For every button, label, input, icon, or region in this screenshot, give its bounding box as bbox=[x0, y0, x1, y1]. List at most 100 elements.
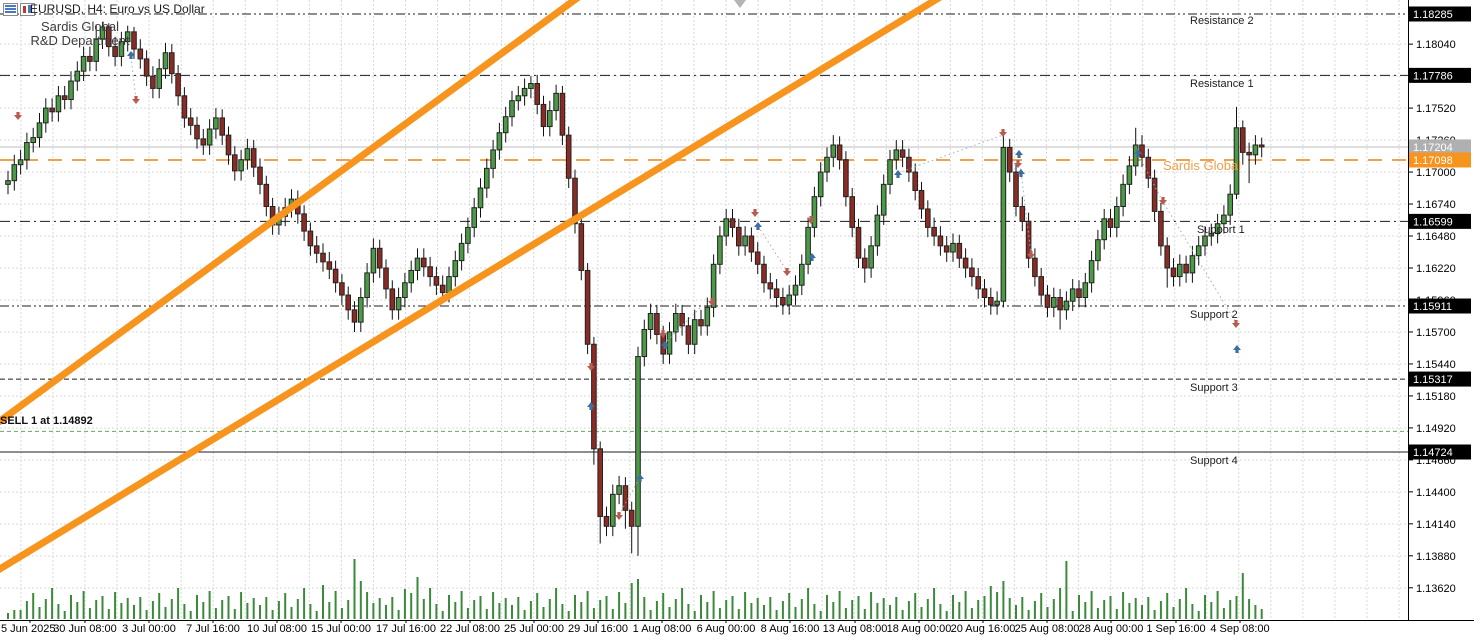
trend-line-1[interactable] bbox=[0, 0, 595, 432]
candle-body bbox=[975, 276, 982, 290]
chart-profile-icon[interactable] bbox=[20, 3, 35, 16]
trade-connector-line bbox=[897, 134, 1004, 174]
candle-body bbox=[817, 171, 824, 198]
price-tick-label: 1.13620 bbox=[1416, 583, 1456, 595]
trend-line-2[interactable] bbox=[0, 0, 960, 578]
sell-arrow-icon[interactable] bbox=[1232, 320, 1240, 328]
price-tick-label: 1.13880 bbox=[1416, 551, 1456, 563]
candle-body bbox=[969, 267, 975, 278]
sell-arrow-icon[interactable] bbox=[132, 96, 140, 104]
candle-body bbox=[225, 134, 232, 156]
candle-body bbox=[80, 55, 87, 72]
price-label-box bbox=[1409, 298, 1471, 314]
candle-body bbox=[698, 319, 704, 327]
price-label-box bbox=[1409, 6, 1471, 22]
candle-body bbox=[238, 159, 244, 172]
candle-body bbox=[673, 313, 679, 333]
candle-body bbox=[1246, 151, 1252, 156]
price-label-box bbox=[1409, 152, 1471, 168]
candle-body bbox=[899, 149, 906, 158]
sell-arrow-icon[interactable] bbox=[587, 363, 595, 371]
buy-arrow-icon[interactable] bbox=[754, 222, 762, 230]
candle-body bbox=[679, 313, 685, 327]
time-tick-label: 17 Jul 16:00 bbox=[376, 623, 436, 635]
price-tick-label: 1.16480 bbox=[1416, 231, 1456, 243]
time-tick-label: 22 Jul 08:00 bbox=[440, 623, 500, 635]
sell-arrow-icon[interactable] bbox=[1014, 160, 1022, 168]
candle-body bbox=[767, 282, 774, 290]
candle-body bbox=[1095, 239, 1101, 262]
price-tick-label: 1.14140 bbox=[1416, 519, 1456, 531]
object-anchor-triangle-icon[interactable] bbox=[734, 0, 746, 8]
candle-body bbox=[1088, 260, 1095, 284]
candle-body bbox=[572, 177, 578, 225]
buy-arrow-icon[interactable] bbox=[127, 51, 135, 59]
trade-connector-line bbox=[618, 476, 641, 516]
sell-arrow-icon[interactable] bbox=[14, 112, 22, 120]
candle-body bbox=[792, 284, 799, 296]
sell-arrow-icon[interactable] bbox=[615, 512, 623, 520]
candle-body bbox=[836, 144, 843, 161]
buy-arrow-icon[interactable] bbox=[1233, 345, 1241, 353]
price-label-box-text: 1.17098 bbox=[1413, 155, 1453, 167]
candle-body bbox=[162, 52, 169, 70]
candle-body bbox=[597, 448, 604, 517]
price-label-box-text: 1.16599 bbox=[1413, 216, 1453, 228]
sell-arrow-icon[interactable] bbox=[1159, 197, 1167, 205]
support-3-label: Support 3 bbox=[1190, 382, 1238, 394]
sell-arrow-icon[interactable] bbox=[751, 209, 759, 217]
candle-body bbox=[578, 223, 585, 271]
buy-arrow-icon[interactable] bbox=[1134, 149, 1142, 157]
candle-body bbox=[175, 73, 181, 97]
candle-body bbox=[1258, 144, 1265, 148]
buy-arrow-icon[interactable] bbox=[808, 253, 816, 261]
sell-arrow-icon[interactable] bbox=[659, 330, 667, 338]
resistance-2-label: Resistance 2 bbox=[1190, 15, 1254, 27]
candle-body bbox=[1044, 294, 1051, 308]
trade-connector-line bbox=[130, 56, 137, 100]
price-tick-label: 1.18040 bbox=[1416, 39, 1456, 51]
sell-arrow-icon[interactable] bbox=[1027, 251, 1035, 259]
candle-body bbox=[1214, 223, 1221, 235]
trade-connector-line bbox=[1018, 154, 1032, 255]
buy-arrow-icon[interactable] bbox=[661, 341, 669, 349]
candle-body bbox=[943, 245, 950, 253]
sell-arrow-icon[interactable] bbox=[807, 216, 815, 224]
candle-body bbox=[68, 80, 74, 100]
candle-body bbox=[1189, 255, 1196, 274]
sell-arrow-icon[interactable] bbox=[999, 129, 1007, 137]
candle-body bbox=[811, 196, 818, 228]
candle-body bbox=[591, 343, 597, 450]
candle-body bbox=[74, 70, 81, 82]
chart-list-icon[interactable] bbox=[3, 3, 18, 16]
buy-arrow-icon[interactable] bbox=[1017, 169, 1025, 177]
candle-body bbox=[553, 92, 559, 112]
candle-body bbox=[805, 226, 811, 265]
candle-body bbox=[1240, 127, 1246, 153]
candle-body bbox=[931, 226, 937, 237]
candle-body bbox=[250, 148, 257, 168]
candle-body bbox=[358, 297, 364, 323]
candle-body bbox=[540, 103, 547, 128]
price-label-box bbox=[1409, 213, 1471, 229]
candle-body bbox=[937, 235, 944, 247]
buy-arrow-icon[interactable] bbox=[1015, 150, 1023, 158]
candle-body bbox=[925, 208, 931, 228]
time-tick-label: 13 Aug 08:00 bbox=[823, 623, 888, 635]
candle-body bbox=[301, 213, 307, 232]
candle-body bbox=[49, 107, 55, 113]
sell-arrow-icon[interactable] bbox=[783, 268, 791, 276]
candle-body bbox=[528, 82, 534, 89]
buy-arrow-icon[interactable] bbox=[636, 474, 644, 482]
sell-arrow-icon[interactable] bbox=[708, 298, 716, 306]
price-axis-panel[interactable] bbox=[1409, 0, 1474, 636]
candle-body bbox=[773, 288, 780, 299]
buy-arrow-icon[interactable] bbox=[587, 402, 595, 410]
candle-body bbox=[169, 52, 175, 75]
buy-arrow-icon[interactable] bbox=[894, 170, 902, 178]
candle-body bbox=[1032, 257, 1038, 278]
candle-body bbox=[112, 46, 118, 57]
candle-body bbox=[565, 134, 572, 179]
